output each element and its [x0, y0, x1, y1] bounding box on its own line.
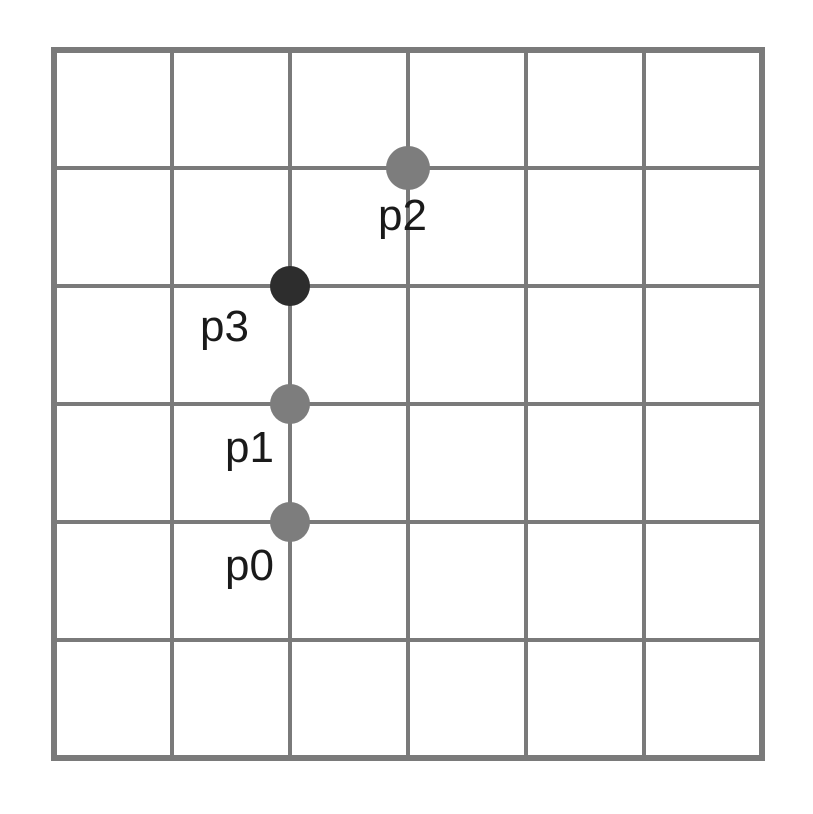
labels: p0 p1 p2 p3	[200, 191, 427, 590]
point-p2	[386, 146, 430, 190]
label-p2: p2	[378, 191, 427, 240]
point-p1	[270, 384, 310, 424]
label-p1: p1	[225, 423, 274, 472]
label-p3: p3	[200, 302, 249, 351]
point-p0	[270, 502, 310, 542]
grid-diagram: p0 p1 p2 p3	[0, 0, 813, 814]
point-p3	[270, 266, 310, 306]
label-p0: p0	[225, 541, 274, 590]
